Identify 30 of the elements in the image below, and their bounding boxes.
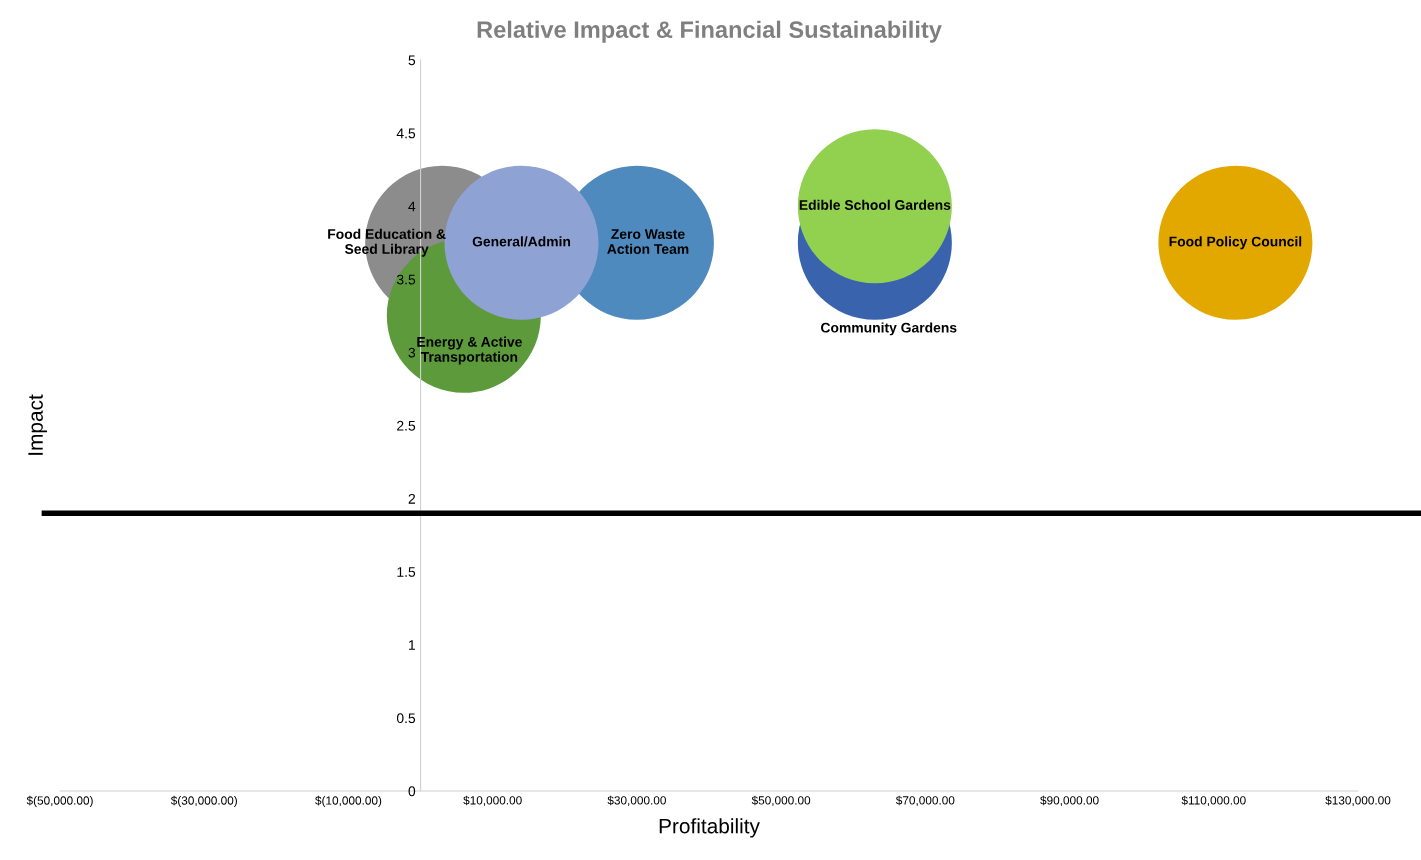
y-tick-label: 2.5 (397, 420, 416, 431)
series-label: Community Gardens (821, 322, 957, 336)
series-label: Food Education & Seed Library (328, 228, 446, 257)
y-tick-label: 1 (409, 640, 416, 650)
x-tick-label: $30,000.00 (607, 795, 666, 806)
x-tick-label: $(10,000.00) (315, 795, 382, 808)
y-tick-label: 2 (408, 493, 415, 504)
y-tick-label: 3 (408, 347, 416, 358)
x-axis-title: Profitability (659, 818, 760, 838)
x-tick-label: $50,000.00 (751, 795, 811, 806)
y-tick-label: 1.5 (397, 567, 416, 577)
y-tick-label: 0.5 (396, 713, 416, 724)
y-tick-label: 0 (408, 786, 416, 797)
series-label: General/Admin (472, 236, 571, 247)
chart-title: Relative Impact & Financial Sustainability (477, 20, 942, 43)
y-tick-label: 5 (408, 55, 416, 66)
x-tick-label: $10,000.00 (463, 795, 522, 806)
series-label: Zero Waste Action Team (607, 229, 689, 254)
y-tick-label: 3.5 (396, 274, 416, 285)
y-axis-title: Impact (28, 394, 48, 455)
x-tick-label: $130,000.00 (1325, 795, 1391, 806)
y-tick-label: 4.5 (396, 128, 416, 139)
series-label: Edible School Gardens (799, 199, 951, 210)
series-label: Food Policy Council (1169, 236, 1302, 250)
x-tick-label: $(30,000.00) (170, 795, 237, 808)
x-tick-label: $(50,000.00) (26, 795, 93, 808)
y-tick-label: 4 (408, 201, 416, 212)
x-tick-label: $90,000.00 (1040, 795, 1099, 806)
x-tick-label: $110,000.00 (1181, 795, 1246, 806)
x-tick-label: $70,000.00 (895, 795, 955, 806)
